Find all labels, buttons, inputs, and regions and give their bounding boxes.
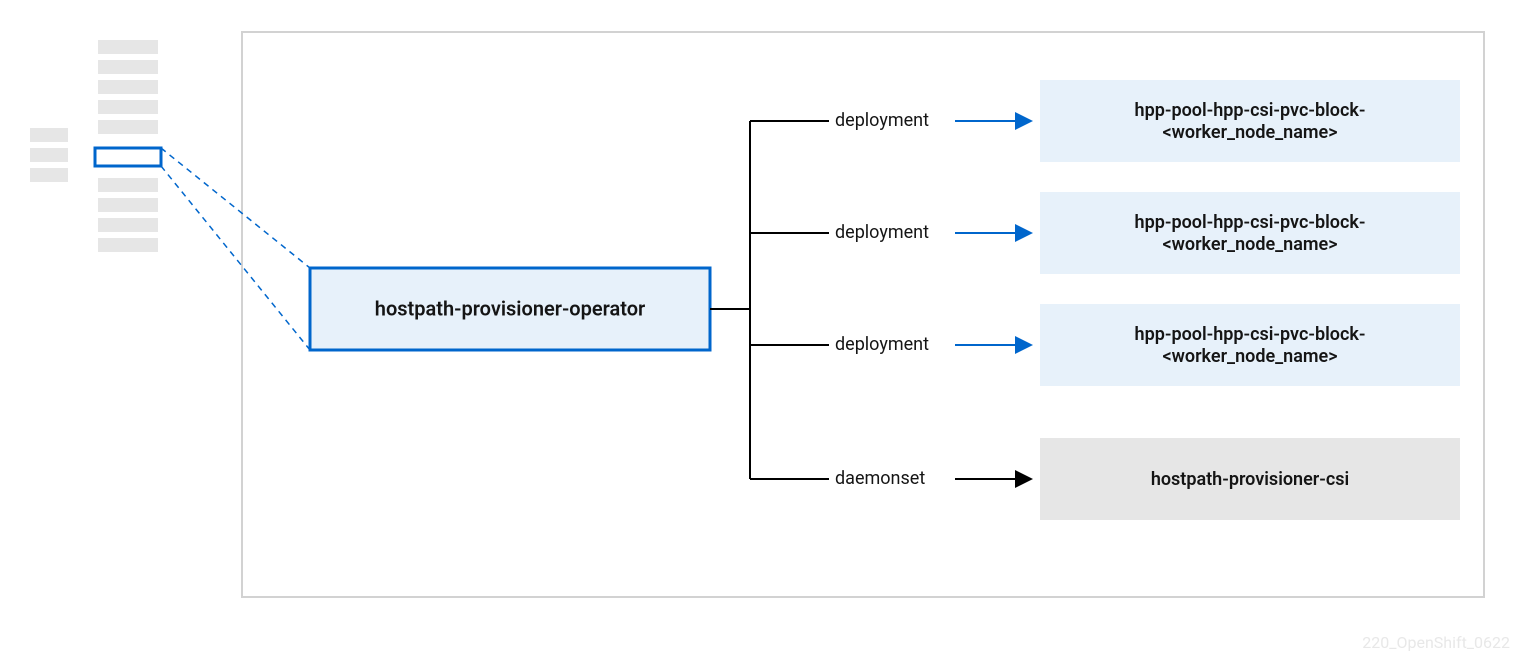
child-node-ds-line1: hostpath-provisioner-csi xyxy=(1151,469,1349,490)
zoom-line-top xyxy=(161,148,310,268)
main-node-label: hostpath-provisioner-operator xyxy=(375,296,645,320)
child-node-dep2-line2: <worker_node_name> xyxy=(1162,234,1337,255)
child-node-dep3-line2: <worker_node_name> xyxy=(1162,346,1337,367)
thumb-right-bar-4 xyxy=(98,120,158,134)
child-node-dep2-line1: hpp-pool-hpp-csi-pvc-block- xyxy=(1135,212,1366,233)
thumb-highlight-bar xyxy=(95,148,161,166)
thumb-right-bar-0 xyxy=(98,40,158,54)
edge-label-dep2: deployment xyxy=(835,222,929,243)
child-node-dep1-line1: hpp-pool-hpp-csi-pvc-block- xyxy=(1135,100,1366,121)
thumb-right-bar-5 xyxy=(98,178,158,192)
edge-label-dep1: deployment xyxy=(835,110,929,131)
thumb-left-bar-1 xyxy=(30,148,68,162)
diagram-layer: hostpath-provisioner-operator hpp-pool-hp… xyxy=(30,32,1510,652)
thumb-right-bar-7 xyxy=(98,218,158,232)
thumb-right-bar-2 xyxy=(98,80,158,94)
diagram-canvas: hostpath-provisioner-operator hpp-pool-hp… xyxy=(0,0,1520,660)
thumb-right-bar-8 xyxy=(98,238,158,252)
zoom-line-bottom xyxy=(161,166,310,350)
thumb-left-bar-2 xyxy=(30,168,68,182)
edge-label-dep3: deployment xyxy=(835,334,929,355)
thumb-left-bar-0 xyxy=(30,128,68,142)
thumb-right-bar-3 xyxy=(98,100,158,114)
edge-label-ds: daemonset xyxy=(835,468,925,489)
child-node-dep3-line1: hpp-pool-hpp-csi-pvc-block- xyxy=(1135,324,1366,345)
watermark-text: 220_OpenShift_0622 xyxy=(1362,633,1510,652)
child-node-dep1-line2: <worker_node_name> xyxy=(1162,122,1337,143)
thumb-right-bar-6 xyxy=(98,198,158,212)
thumb-right-bar-1 xyxy=(98,60,158,74)
